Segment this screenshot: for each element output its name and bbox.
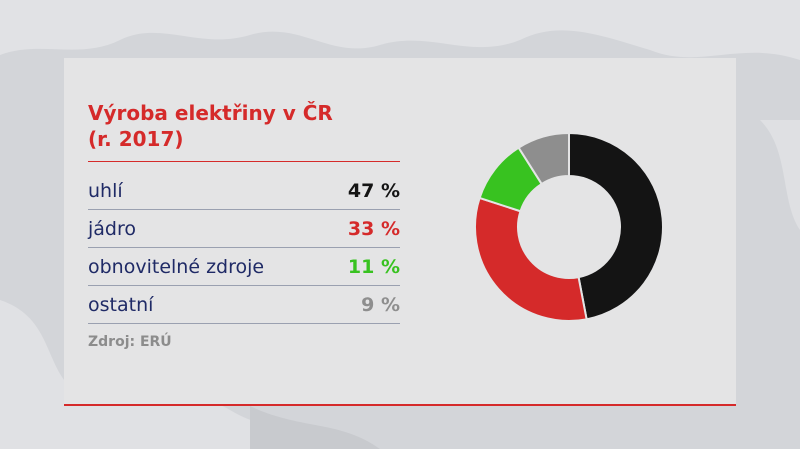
chart-title: Výroba elektřiny v ČR (r. 2017) bbox=[88, 100, 408, 152]
card-bottom-rule bbox=[64, 404, 736, 406]
legend-row-other: ostatní 9 % bbox=[88, 286, 400, 324]
data-label: 9 % bbox=[361, 293, 400, 316]
legend-row-coal: uhlí 47 % bbox=[88, 172, 400, 210]
legend-row-nuclear: jádro 33 % bbox=[88, 210, 400, 248]
slice-coal bbox=[568, 131, 664, 321]
data-label: 11 % bbox=[347, 255, 400, 278]
legend-row-renewables: obnovitelné zdroje 11 % bbox=[88, 248, 400, 286]
legend-label: obnovitelné zdroje bbox=[88, 255, 265, 278]
data-label: 47 % bbox=[347, 179, 400, 202]
data-label: 33 % bbox=[347, 217, 400, 240]
source-note: Zdroj: ERÚ bbox=[88, 334, 172, 350]
legend-label: uhlí bbox=[88, 179, 123, 202]
info-card: Výroba elektřiny v ČR (r. 2017) uhlí 47 … bbox=[64, 58, 736, 406]
chart-title-main: Výroba elektřiny v ČR bbox=[88, 101, 333, 125]
donut-chart bbox=[474, 131, 664, 322]
slice-nuclear bbox=[474, 196, 588, 322]
legend-label: ostatní bbox=[88, 293, 154, 316]
chart-subtitle: (r. 2017) bbox=[88, 127, 184, 151]
legend-label: jádro bbox=[88, 217, 137, 240]
legend-table: uhlí 47 % jádro 33 % obnovitelné zdroje … bbox=[88, 172, 400, 324]
slice-other bbox=[517, 131, 570, 186]
title-divider bbox=[88, 161, 400, 162]
